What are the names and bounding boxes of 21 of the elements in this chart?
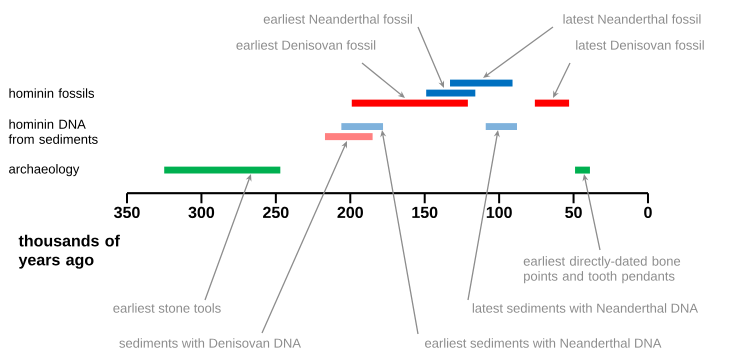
text: earliest sediments with Neanderthal DNA bbox=[425, 338, 662, 348]
text: earliest directly-dated bone points and tooth pendants bbox=[524, 256, 680, 284]
y-tick-label: hominin fossils bbox=[9, 88, 94, 98]
text: earliest Denisovan fossil bbox=[236, 40, 376, 50]
x-tick-label: 300 bbox=[188, 206, 214, 218]
x-axis-title: thousands of years ago bbox=[18, 234, 120, 269]
text: latest Denisovan fossil bbox=[576, 40, 704, 50]
x-tick-label: 200 bbox=[337, 206, 363, 218]
x-tick-label: 250 bbox=[263, 206, 289, 218]
x-tick-label: 100 bbox=[486, 206, 512, 218]
text: latest sediments with Neanderthal DNA bbox=[472, 303, 698, 313]
text: earliest Neanderthal fossil bbox=[264, 14, 412, 24]
x-tick-label: 150 bbox=[412, 206, 438, 218]
text: earliest stone tools bbox=[113, 303, 221, 313]
text: sediments with Denisovan DNA bbox=[119, 338, 301, 348]
y-tick-label: archaeology bbox=[9, 164, 80, 176]
x-tick-label: 0 bbox=[644, 206, 652, 218]
y-tick-label: hominin DNA from sediments bbox=[8, 119, 98, 144]
text: latest Neanderthal fossil bbox=[564, 14, 700, 24]
x-tick-label: 50 bbox=[565, 206, 582, 218]
x-tick-label: 350 bbox=[114, 206, 140, 218]
